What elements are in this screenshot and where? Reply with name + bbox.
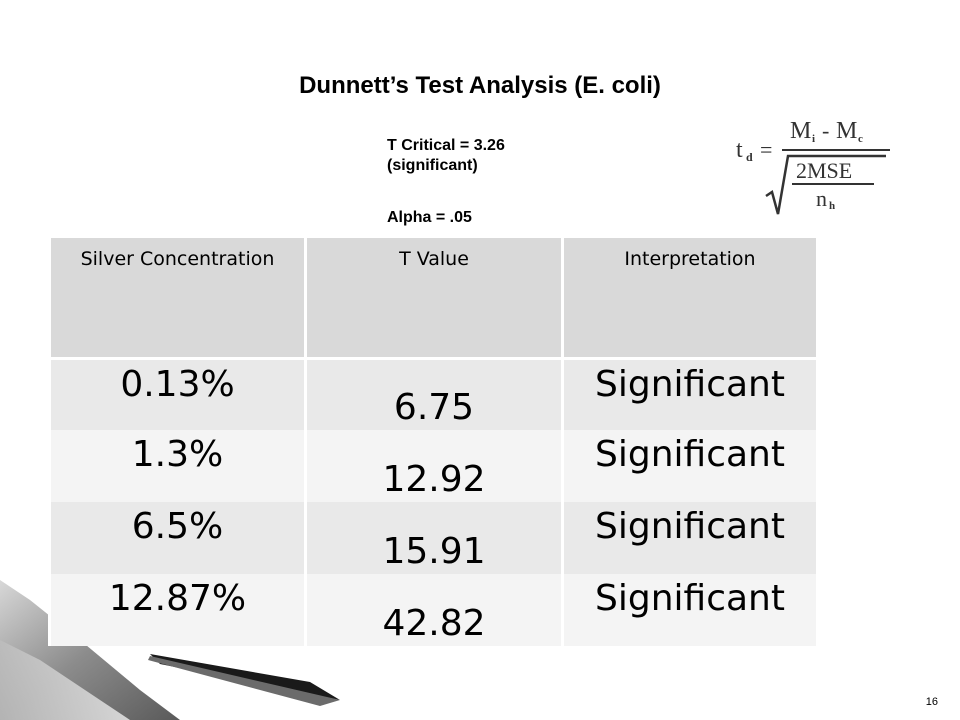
formula-mse: 2MSE [796, 158, 852, 183]
interpretation-cell: Significant [561, 574, 819, 646]
header-row: Silver Concentration T Value Interpretat… [48, 238, 819, 360]
formula-sub-h: h [829, 200, 835, 212]
t-critical-note: T Critical = 3.26 (significant) [387, 136, 505, 176]
formula-m2: M [836, 118, 857, 144]
formula-m1: M [790, 118, 811, 144]
table-row: 1.3% 12.92 Significant [48, 430, 819, 502]
interpretation-cell: Significant [561, 502, 819, 574]
interpretation-cell: Significant [561, 430, 819, 502]
formula-sub-i: i [812, 133, 815, 145]
t-value-cell: 6.75 [304, 358, 564, 430]
t-critical-text: T Critical = 3.26 [387, 137, 505, 154]
formula-sub-c: c [858, 133, 863, 145]
concentration-cell: 12.87% [48, 574, 307, 646]
t-value-cell: 15.91 [304, 502, 564, 574]
header-interpretation: Interpretation [561, 238, 819, 360]
header-concentration: Silver Concentration [48, 238, 307, 360]
concentration-cell: 6.5% [48, 502, 307, 574]
formula-minus: - [822, 118, 829, 143]
formula-t: t [736, 137, 743, 163]
significant-text: (significant) [387, 157, 478, 174]
dunnett-formula: t d = M i - M c 2MSE n h [736, 118, 890, 215]
table-row: 0.13% 6.75 Significant [48, 358, 819, 430]
t-value-cell: 12.92 [304, 430, 564, 502]
interpretation-cell: Significant [561, 358, 819, 430]
formula-sub-d: d [746, 150, 753, 164]
results-table: Silver Concentration T Value Interpretat… [48, 238, 819, 646]
page-number: 16 [925, 696, 938, 708]
alpha-note: Alpha = .05 [387, 209, 472, 226]
table-row: 6.5% 15.91 Significant [48, 502, 819, 574]
header-t-value: T Value [304, 238, 564, 360]
table-row: 12.87% 42.82 Significant [48, 574, 819, 646]
formula-equals: = [760, 137, 772, 162]
slide-title: Dunnett’s Test Analysis (E. coli) [299, 72, 661, 99]
concentration-cell: 0.13% [48, 358, 307, 430]
t-value-cell: 42.82 [304, 574, 564, 646]
formula-n: n [816, 186, 827, 211]
concentration-cell: 1.3% [48, 430, 307, 502]
